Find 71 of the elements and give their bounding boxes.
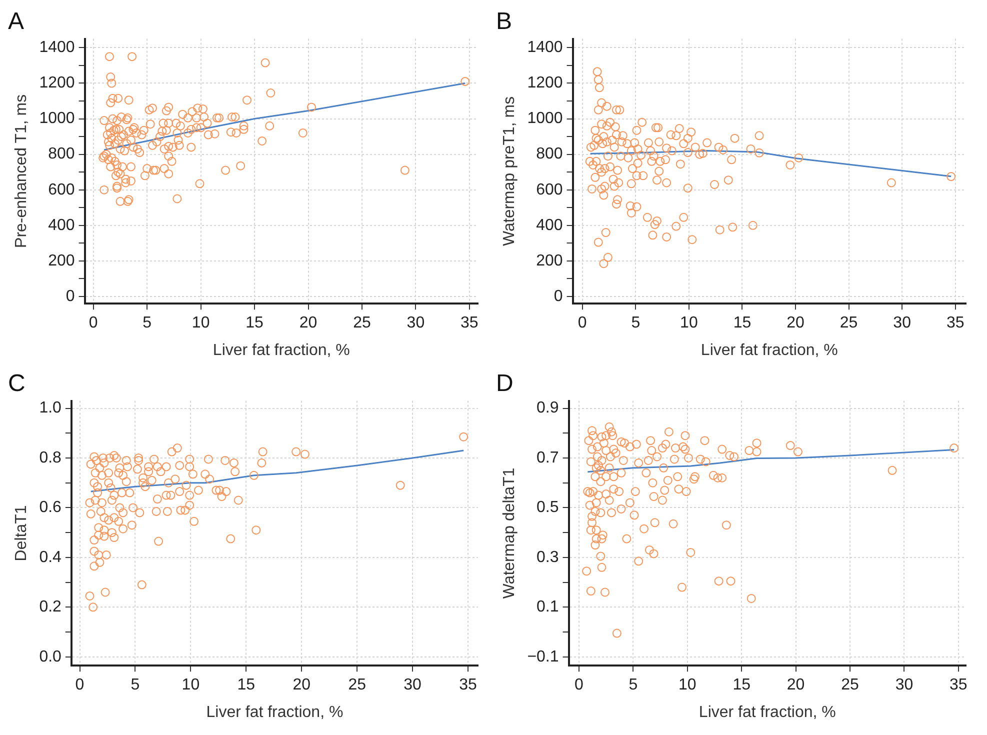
x-tick-label: 10 (182, 676, 200, 694)
x-tick-label: 15 (246, 314, 264, 332)
x-tick-label: 35 (950, 676, 968, 694)
y-tick-label: 1400 (39, 39, 75, 56)
chart-title: A (8, 8, 24, 36)
x-tick-label: 30 (893, 314, 912, 332)
y-tick-label: 0.3 (536, 548, 559, 566)
y-tick-label: 0 (554, 288, 563, 305)
y-tick-label: 1200 (39, 74, 75, 92)
y-tick-label: 200 (48, 252, 75, 270)
y-tick-label: 800 (536, 146, 563, 163)
x-tick-label: 5 (142, 314, 152, 332)
y-tick-label: 200 (536, 252, 563, 270)
x-tick-label: 15 (732, 676, 751, 694)
y-tick-label: 0.4 (39, 548, 62, 566)
x-tick-label: 10 (678, 676, 696, 694)
x-tick-label: 25 (840, 314, 858, 332)
x-tick-label: 25 (348, 676, 366, 694)
x-tick-label: 10 (192, 314, 210, 332)
y-tick-label: 400 (48, 216, 75, 234)
x-tick-label: 35 (946, 314, 964, 332)
x-tick-label: 5 (631, 314, 640, 332)
x-axis-title: Liver fat fraction, % (206, 704, 344, 721)
x-tick-label: 20 (292, 676, 311, 694)
y-tick-label: 0.1 (536, 598, 559, 616)
x-tick-label: 35 (460, 314, 478, 332)
y-tick-label: 0.7 (536, 449, 559, 466)
y-tick-label: 0.9 (536, 400, 559, 417)
chart-title: B (496, 8, 512, 36)
y-axis-title: DeltaT1 (13, 505, 30, 562)
y-tick-label: 0.5 (536, 499, 559, 516)
x-tick-label: 20 (299, 314, 318, 332)
y-tick-label: 1000 (527, 110, 563, 128)
chart-title: C (8, 370, 26, 398)
y-tick-label: 1400 (527, 39, 563, 56)
x-tick-label: 10 (680, 314, 698, 332)
y-tick-label: 1000 (39, 110, 75, 128)
x-tick-label: 25 (841, 676, 859, 694)
x-tick-label: 20 (786, 314, 805, 332)
y-tick-label: 600 (48, 181, 75, 198)
y-tick-label: 800 (48, 146, 75, 163)
y-tick-label: −0.1 (527, 648, 559, 666)
x-tick-label: 30 (895, 676, 914, 694)
x-axis-title: Liver fat fraction, % (698, 704, 836, 721)
y-tick-label: 0.6 (39, 499, 62, 516)
x-tick-label: 30 (406, 314, 425, 332)
x-tick-label: 30 (404, 676, 422, 694)
y-tick-label: 1200 (527, 74, 563, 92)
x-axis-title: Liver fat fraction, % (700, 342, 838, 359)
y-axis-title: Watermap deltaT1 (501, 468, 518, 599)
y-axis-title: Watermap preT1, ms (501, 96, 518, 246)
x-tick-label: 15 (733, 314, 752, 332)
x-tick-label: 35 (459, 676, 478, 694)
y-tick-label: 0.0 (39, 648, 62, 666)
x-tick-label: 0 (574, 676, 584, 694)
y-tick-label: 400 (536, 216, 563, 234)
y-tick-label: 0.2 (39, 598, 62, 616)
x-tick-label: 0 (88, 314, 98, 332)
x-tick-label: 0 (578, 314, 587, 332)
y-axis-title: Pre-enhanced T1, ms (13, 94, 30, 248)
y-tick-label: 1.0 (39, 400, 62, 417)
x-tick-label: 5 (130, 676, 140, 694)
x-tick-label: 20 (786, 676, 805, 694)
x-tick-label: 5 (628, 676, 638, 694)
x-tick-label: 15 (237, 676, 256, 694)
x-tick-label: 25 (353, 314, 371, 332)
chart-title: D (496, 370, 514, 398)
y-tick-label: 600 (536, 181, 563, 198)
y-tick-label: 0 (66, 288, 75, 305)
y-tick-label: 0.8 (39, 449, 62, 466)
x-axis-title: Liver fat fraction, % (212, 342, 350, 359)
